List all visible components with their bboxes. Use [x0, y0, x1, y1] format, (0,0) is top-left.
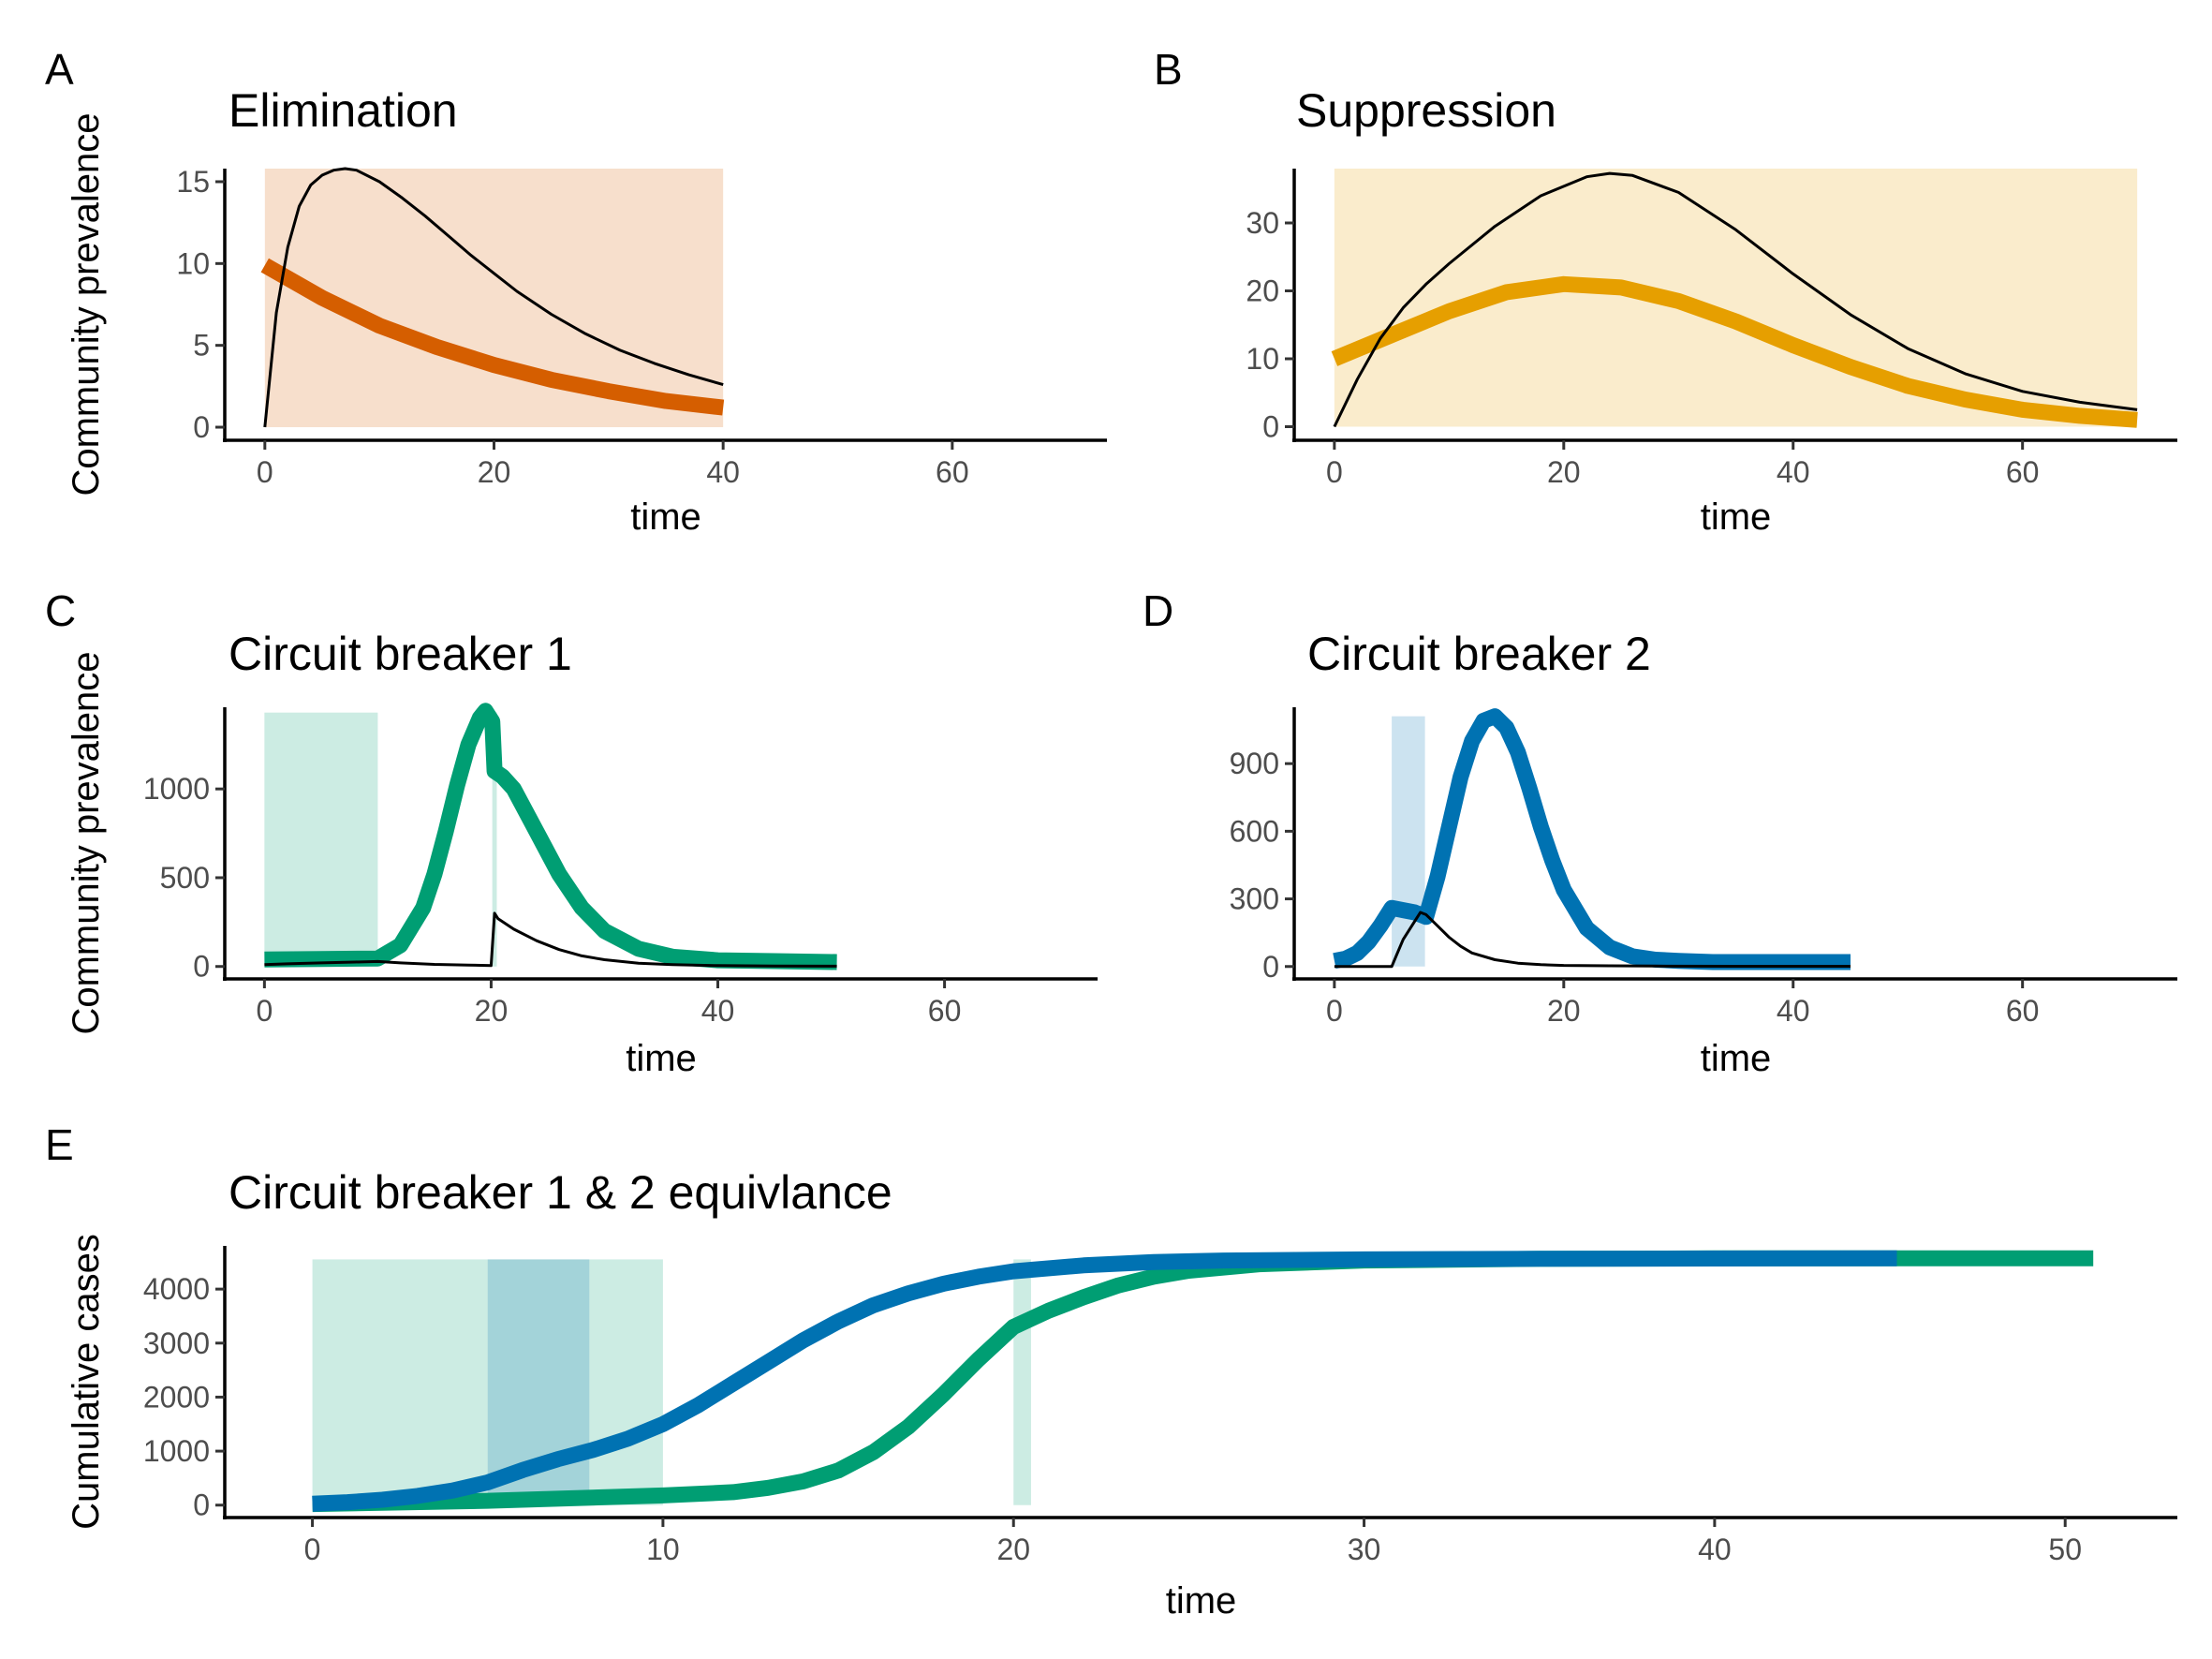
- panel-letter: B: [1154, 45, 1183, 94]
- x-tick-label: 20: [475, 994, 509, 1028]
- x-tick-label: 20: [478, 455, 511, 489]
- y-tick-label: 20: [1246, 274, 1279, 308]
- series-line-treated: [1333, 708, 1851, 970]
- panel-c-chart: 0 20 40 60 0 500 1000 time Community prevalence C…: [45, 586, 1098, 1079]
- y-tick-label: 4000: [143, 1272, 210, 1306]
- panel-b-chart: 0 20 40 60 0 10 20 30 time B Suppression: [1154, 45, 2177, 538]
- x-tick-label: 60: [2006, 994, 2040, 1028]
- y-tick-label: 500: [160, 861, 210, 895]
- y-tick-label: 30: [1246, 206, 1279, 240]
- chart-title: Elimination: [229, 84, 458, 137]
- y-tick-label: 10: [176, 246, 210, 280]
- y-tick-label: 0: [193, 1489, 210, 1522]
- chart-title: Suppression: [1296, 84, 1556, 137]
- panel-a-chart: 0 20 40 60 0 5 10 15 time Community prevalence A El…: [45, 45, 1107, 538]
- y-tick-label: 1000: [143, 1434, 210, 1468]
- series-line-treated: [264, 703, 837, 970]
- y-tick-label: 0: [1262, 410, 1279, 444]
- x-axis-title: time: [1701, 1038, 1772, 1079]
- x-tick-label: 20: [1547, 455, 1581, 489]
- intervention-window: [1334, 169, 2138, 427]
- series-line-untreated: [1334, 911, 1851, 969]
- intervention-window: [264, 712, 378, 967]
- series-line-untreated: [263, 167, 724, 428]
- intervention-window: [1013, 1259, 1031, 1505]
- x-tick-label: 50: [2048, 1533, 2082, 1566]
- panel-letter: D: [1143, 586, 1173, 635]
- y-tick-label: 0: [1262, 950, 1279, 984]
- x-tick-label: 40: [701, 994, 735, 1028]
- panel-e-chart: 0 10 20 30 40 50 0 1000 2000 3000 4000 time Cumulati…: [45, 1120, 2177, 1622]
- x-tick-label: 0: [257, 455, 273, 489]
- x-axis-title: time: [1701, 496, 1772, 538]
- x-tick-label: 40: [1698, 1533, 1732, 1566]
- intervention-window: [492, 712, 497, 967]
- x-tick-label: 0: [256, 994, 273, 1028]
- series-line-breaker2: [312, 1250, 1897, 1512]
- x-tick-label: 30: [1348, 1533, 1381, 1566]
- y-axis-title: Community prevalence: [66, 651, 107, 1034]
- series-line-untreated: [264, 911, 837, 968]
- y-tick-label: 1000: [143, 772, 210, 806]
- intervention-window: [1392, 716, 1425, 967]
- x-tick-label: 0: [304, 1533, 321, 1566]
- x-tick-label: 10: [646, 1533, 680, 1566]
- x-tick-label: 0: [1326, 455, 1343, 489]
- y-tick-label: 15: [176, 165, 210, 199]
- intervention-window: [312, 1259, 663, 1505]
- x-axis-title: time: [630, 496, 701, 538]
- panel-letter: C: [45, 586, 76, 635]
- x-tick-label: 60: [2006, 455, 2040, 489]
- x-axis-title: time: [626, 1038, 697, 1079]
- x-tick-label: 60: [936, 455, 969, 489]
- x-tick-label: 40: [1777, 455, 1810, 489]
- y-tick-label: 3000: [143, 1326, 210, 1360]
- series-line-treated: [1331, 275, 2138, 428]
- y-axis-title: Cumulative cases: [66, 1234, 107, 1530]
- panel-letter: E: [45, 1120, 74, 1169]
- chart-title: Circuit breaker 2: [1307, 628, 1651, 680]
- series-line-untreated: [1333, 171, 2138, 428]
- y-tick-label: 10: [1246, 342, 1279, 376]
- y-tick-label: 600: [1230, 814, 1279, 848]
- series-line-treated: [260, 258, 725, 416]
- panel-letter: A: [45, 45, 74, 94]
- y-tick-label: 2000: [143, 1380, 210, 1414]
- x-tick-label: 60: [928, 994, 962, 1028]
- chart-title: Circuit breaker 1 & 2 equivlance: [229, 1166, 892, 1219]
- y-tick-label: 300: [1230, 882, 1279, 916]
- chart-title: Circuit breaker 1: [229, 628, 572, 680]
- x-tick-label: 0: [1326, 994, 1343, 1028]
- x-tick-label: 40: [706, 455, 740, 489]
- y-tick-label: 0: [193, 950, 210, 984]
- x-axis-title: time: [1166, 1580, 1237, 1622]
- y-tick-label: 5: [193, 329, 210, 363]
- x-tick-label: 40: [1777, 994, 1810, 1028]
- intervention-window: [264, 169, 724, 428]
- x-tick-label: 20: [1547, 994, 1581, 1028]
- x-tick-label: 20: [996, 1533, 1030, 1566]
- y-axis-title: Community prevalence: [66, 112, 107, 496]
- y-tick-label: 900: [1230, 747, 1279, 780]
- y-tick-label: 0: [193, 410, 210, 444]
